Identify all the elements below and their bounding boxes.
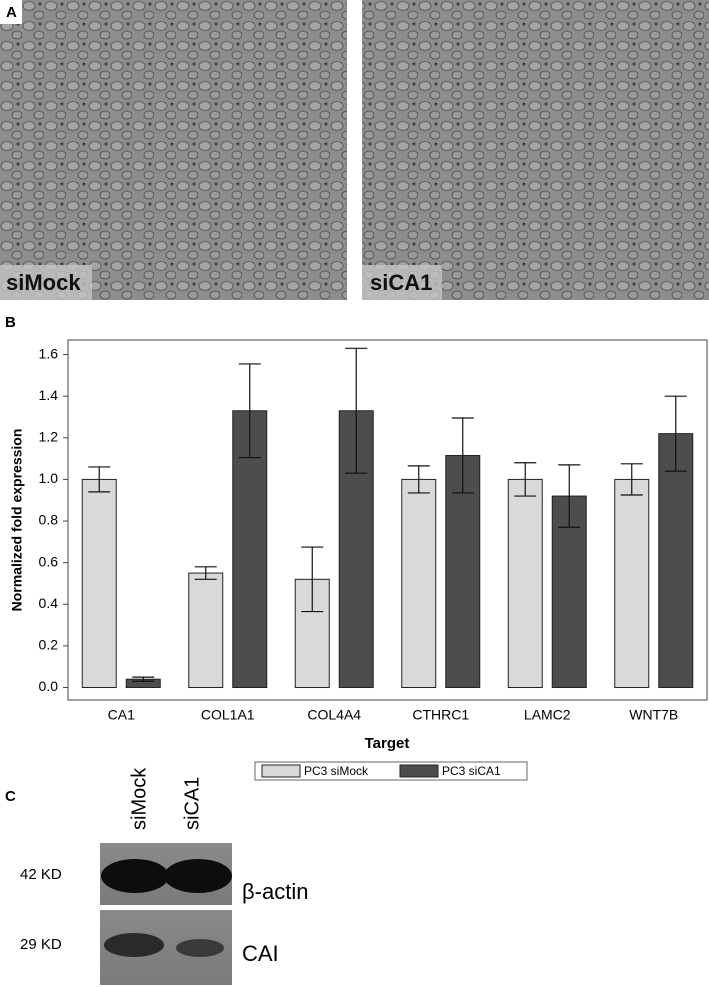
blot-band [104, 933, 164, 957]
bar [401, 478, 437, 689]
y-tick-label: 0.4 [39, 595, 59, 611]
bar [507, 478, 543, 689]
error-bar [238, 363, 261, 459]
plot: 0.0 0.2 0.4 0.6 0.8 1.0 1.2 1.4 1.6 CA1 COL1A1 COL4… [39, 345, 694, 778]
error-bar [558, 464, 581, 528]
error-bar [451, 417, 474, 494]
image-label-box [362, 265, 442, 300]
y-tick-label: 0.6 [39, 553, 59, 569]
error-bar [620, 463, 643, 496]
error-bar [132, 676, 155, 682]
bar [551, 495, 587, 689]
y-tick-label: 1.2 [39, 429, 59, 445]
error-bar [301, 546, 324, 613]
panel-label-box [0, 0, 22, 24]
micrograph [362, 0, 709, 300]
legend-swatch [399, 764, 439, 778]
y-tick-label: 1.6 [39, 345, 59, 361]
x-tick-label: COL1A1 [201, 707, 255, 723]
micrograph [0, 0, 347, 300]
y-tick-label: 0.0 [39, 678, 59, 694]
error-bar [88, 466, 111, 493]
legend-box [254, 761, 528, 781]
panel-label: B [5, 314, 16, 331]
x-axis-label: Target [365, 735, 410, 752]
y-tick-label: 1.0 [39, 470, 59, 486]
image-label-box [0, 265, 92, 300]
bar [445, 454, 481, 689]
error-bar [194, 566, 217, 580]
y-axis-label: Normalized fold expression [9, 429, 25, 612]
x-tick-label: WNT7B [629, 707, 678, 723]
error-bar [664, 395, 687, 472]
blot-size: 29 KD [20, 936, 62, 953]
lane-label: siCA1 [181, 777, 203, 830]
x-tick-label: CA1 [108, 707, 135, 723]
panel-label: A [6, 4, 17, 21]
error-bar [514, 462, 537, 497]
x-tick-label: COL4A4 [307, 707, 361, 723]
legend-label: PC3 siMock [304, 764, 369, 778]
lane-label: siMock [128, 767, 150, 830]
bar [614, 478, 650, 689]
bar [658, 433, 694, 689]
y-tick-label: 0.8 [39, 512, 59, 528]
y-tick-label: 1.4 [39, 387, 59, 403]
blot-size: 42 KD [20, 866, 62, 883]
panel-label: C [5, 788, 16, 805]
blot-band [176, 939, 224, 957]
error-bar [345, 347, 368, 474]
legend-label: PC3 siCA1 [442, 764, 501, 778]
error-bar [407, 465, 430, 494]
bar [81, 478, 117, 689]
blot-protein: CAI [242, 941, 279, 966]
blot-band [101, 859, 169, 893]
x-tick-label: CTHRC1 [412, 707, 469, 723]
y-tick-label: 0.2 [39, 637, 59, 653]
x-tick-label: LAMC2 [524, 707, 571, 723]
image-label: siMock [6, 270, 81, 295]
bar [188, 572, 224, 689]
plot-frame [67, 339, 708, 701]
blot-protein: β-actin [242, 879, 308, 904]
legend-swatch [261, 764, 301, 778]
image-label: siCA1 [370, 270, 432, 295]
blot-band [164, 859, 232, 893]
